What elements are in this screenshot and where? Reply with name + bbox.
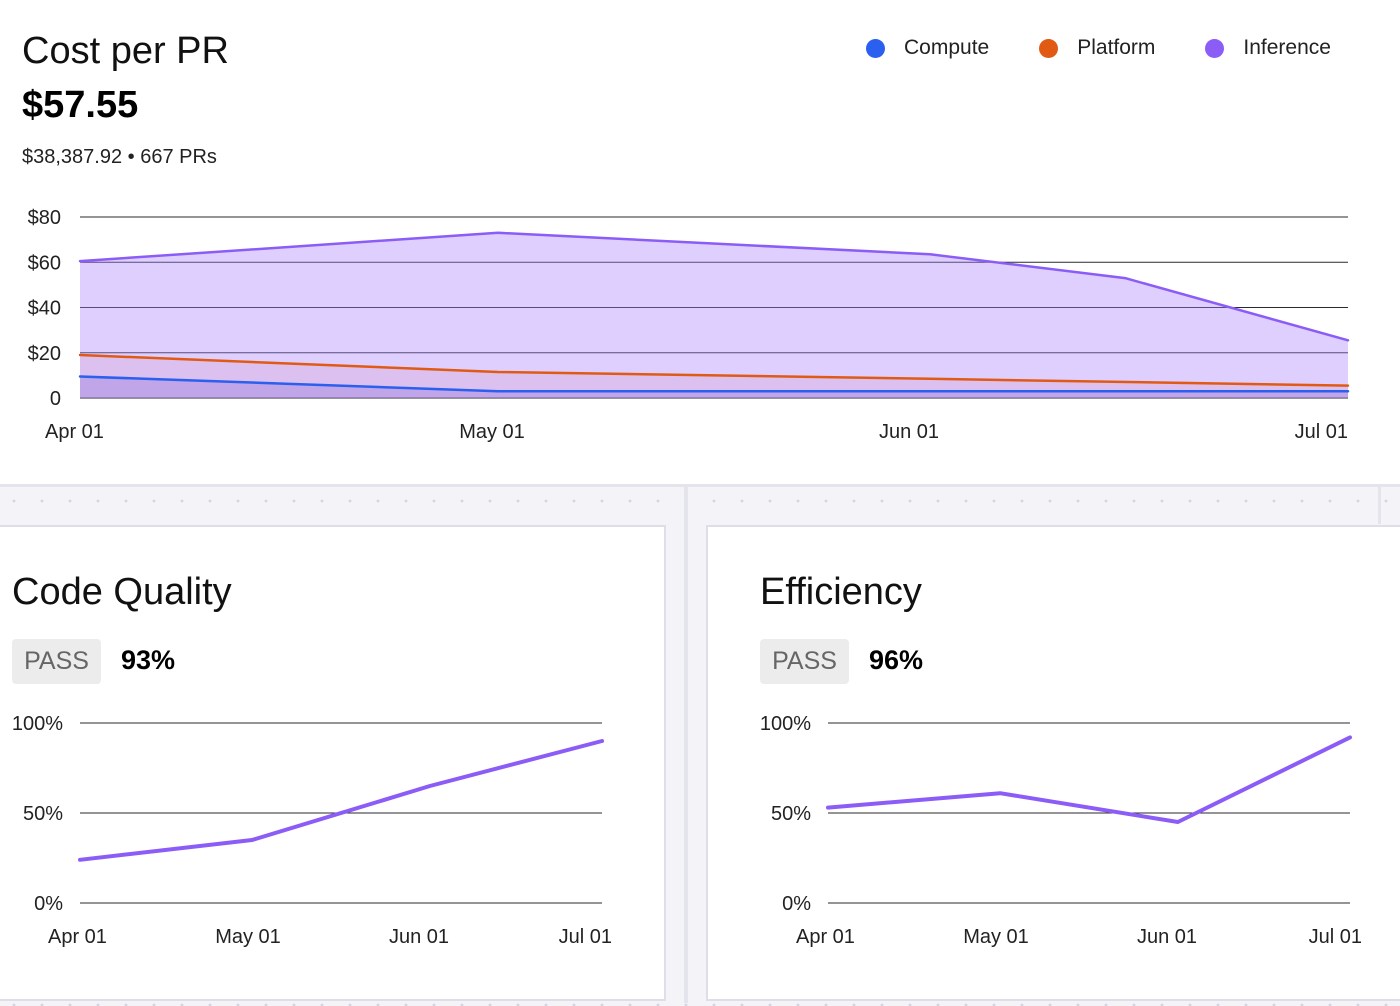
cost-per-pr-chart: $80 $60 $40 $20 0 Apr 01 May 01 Jun 01 Jul 01 <box>0 0 1400 484</box>
code-quality-chart: 100% 50% 0% Apr 01 May 01 Jun 01 Jul 01 <box>0 527 664 999</box>
x-tick-label: May 01 <box>459 421 525 443</box>
series-area-inference <box>80 233 1348 398</box>
y-tick-label: $40 <box>28 298 61 320</box>
y-tick-label: 100% <box>12 713 63 735</box>
x-tick-label: Jul 01 <box>1295 421 1348 443</box>
x-tick-label: Jun 01 <box>389 926 449 948</box>
efficiency-chart: 100% 50% 0% Apr 01 May 01 Jun 01 Jul 01 <box>708 527 1400 999</box>
y-tick-label: 0% <box>782 893 811 915</box>
panel-divider[interactable] <box>684 484 688 1003</box>
x-tick-label: Apr 01 <box>796 926 855 948</box>
x-tick-label: Apr 01 <box>48 926 107 948</box>
x-tick-label: May 01 <box>215 926 281 948</box>
y-tick-label: 0 <box>50 388 61 410</box>
y-tick-label: 50% <box>771 803 811 825</box>
series-line <box>828 737 1350 822</box>
cost-per-pr-panel: Cost per PR $57.55 $38,387.92 • 667 PRs … <box>0 0 1400 484</box>
x-tick-label: May 01 <box>963 926 1029 948</box>
y-tick-label: 50% <box>23 803 63 825</box>
x-tick-label: Apr 01 <box>45 421 104 443</box>
y-tick-label: $60 <box>28 252 61 274</box>
y-tick-label: $20 <box>28 343 61 365</box>
panel-divider-right <box>1378 484 1381 524</box>
y-tick-label: 100% <box>760 713 811 735</box>
x-tick-label: Jun 01 <box>1137 926 1197 948</box>
x-tick-label: Jul 01 <box>1309 926 1362 948</box>
y-tick-label: $80 <box>28 207 61 229</box>
y-tick-label: 0% <box>34 893 63 915</box>
x-tick-label: Jun 01 <box>879 421 939 443</box>
x-tick-label: Jul 01 <box>559 926 612 948</box>
series-line <box>80 741 602 860</box>
